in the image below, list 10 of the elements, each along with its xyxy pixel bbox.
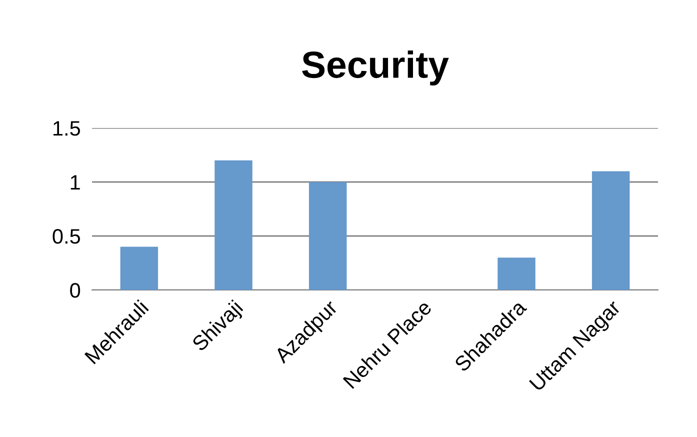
- y-tick-label: 1: [70, 175, 80, 190]
- y-tick-label: 0: [70, 283, 80, 298]
- y-tick-label: 1.5: [54, 121, 80, 136]
- y-tick-label: 0.5: [52, 229, 80, 244]
- bar: [120, 246, 158, 290]
- bar: [214, 160, 252, 290]
- bar: [498, 258, 536, 290]
- chart-title: Security: [302, 50, 449, 86]
- bar: [592, 171, 630, 290]
- bar: [308, 182, 347, 290]
